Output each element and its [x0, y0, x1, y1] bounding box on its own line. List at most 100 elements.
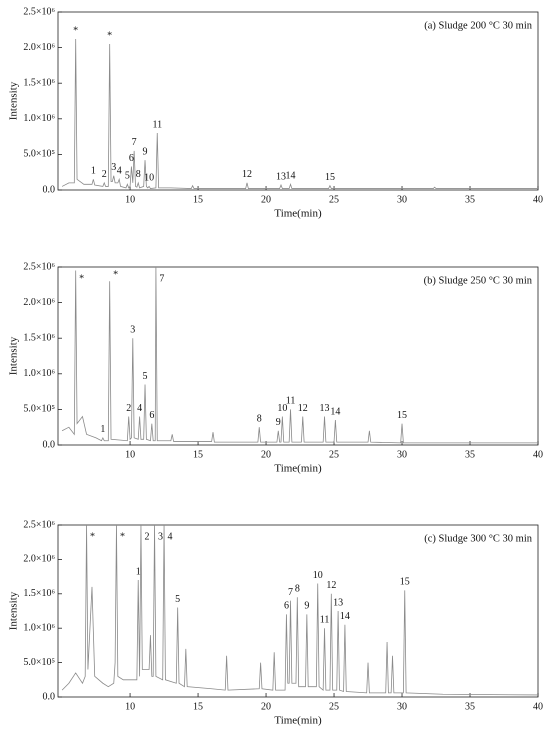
peak-label: 1 — [100, 424, 105, 435]
peak-label: 3 — [130, 324, 135, 335]
x-tick-label: 40 — [533, 701, 543, 712]
y-tick-label: 2.0×10⁶ — [23, 42, 55, 53]
panel-title: (a) Sludge 200 °C 30 min — [424, 20, 532, 31]
peak-label: 15 — [400, 577, 410, 588]
peak-label: * — [113, 269, 118, 280]
x-tick-label: 20 — [261, 701, 271, 712]
peak-label: 14 — [286, 171, 296, 182]
peak-label: 12 — [326, 580, 336, 591]
peak-label: 12 — [242, 169, 252, 180]
x-tick-label: 35 — [465, 194, 475, 205]
peak-label: 7 — [288, 587, 293, 598]
y-tick-label: 2.0×10⁶ — [23, 297, 55, 308]
peak-label: 3 — [111, 162, 116, 173]
peak-label: 4 — [117, 166, 122, 177]
peak-label: 6 — [129, 153, 134, 164]
peak-label: 2 — [102, 169, 107, 180]
panel-title: (c) Sludge 300 °C 30 min — [424, 533, 532, 544]
y-tick-label: 5.0×10⁵ — [23, 404, 55, 415]
x-tick-label: 10 — [125, 701, 135, 712]
y-tick-label: 0.0 — [43, 184, 56, 195]
plot-frame — [57, 266, 539, 446]
y-tick-label: 1.5×10⁶ — [23, 77, 55, 88]
x-tick-label: 10 — [125, 194, 135, 205]
y-tick-label: 1.0×10⁶ — [23, 113, 55, 124]
peak-label: 5 — [143, 371, 148, 382]
peak-label: 9 — [143, 146, 148, 157]
y-tick-label: 1.0×10⁶ — [23, 622, 55, 633]
peak-label: * — [79, 273, 84, 284]
x-tick-label: 40 — [533, 449, 543, 460]
peak-label: 13 — [320, 403, 330, 414]
peak-label: 5 — [175, 594, 180, 605]
x-tick-label: 15 — [193, 449, 203, 460]
peak-label: 12 — [298, 403, 308, 414]
y-axis-label: Intensity — [8, 81, 20, 120]
peak-label: 3 — [158, 531, 163, 542]
y-tick-label: 5.0×10⁵ — [23, 149, 55, 160]
plot-frame — [57, 11, 539, 191]
peak-label: 9 — [276, 417, 281, 428]
peak-label: 10 — [313, 570, 323, 581]
peak-label: 1 — [91, 166, 96, 177]
peak-label: 11 — [286, 396, 296, 407]
peak-label: * — [90, 531, 95, 542]
plot-frame — [57, 524, 539, 698]
x-tick-label: 25 — [329, 194, 339, 205]
y-tick-label: 0.0 — [43, 439, 56, 450]
x-tick-label: 40 — [533, 194, 543, 205]
peak-label: 8 — [295, 584, 300, 595]
peak-label: 2 — [144, 531, 149, 542]
peak-label: 10 — [144, 173, 154, 184]
chromatogram-trace — [61, 266, 538, 444]
x-axis-label: Time(min) — [274, 715, 322, 727]
panel-title: (b) Sludge 250 °C 30 min — [424, 275, 533, 286]
y-axis-label: Intensity — [8, 336, 20, 375]
y-tick-label: 1.5×10⁶ — [23, 332, 55, 343]
peak-label: 8 — [136, 169, 141, 180]
y-tick-label: 0.0 — [43, 691, 56, 702]
x-tick-label: 20 — [261, 194, 271, 205]
peak-label: 14 — [340, 611, 350, 622]
chromatogram-trace — [61, 524, 539, 696]
peak-label: 5 — [125, 171, 130, 182]
peak-label: * — [120, 531, 125, 542]
y-axis-label: Intensity — [8, 591, 20, 630]
peak-label: 13 — [276, 171, 286, 182]
chromatogram-trace — [61, 39, 538, 190]
x-axis-label: Time(min) — [274, 208, 322, 220]
x-axis-label: Time(min) — [274, 463, 322, 475]
peak-label: 11 — [152, 119, 162, 130]
y-tick-label: 2.5×10⁶ — [23, 261, 55, 272]
peak-label: 4 — [168, 531, 173, 542]
x-tick-label: 30 — [397, 194, 407, 205]
peak-label: 15 — [325, 172, 335, 183]
x-tick-label: 30 — [397, 701, 407, 712]
peak-label: 13 — [333, 597, 343, 608]
x-tick-label: 10 — [125, 449, 135, 460]
y-tick-label: 1.0×10⁶ — [23, 368, 55, 379]
x-tick-label: 35 — [465, 449, 475, 460]
peak-label: * — [73, 25, 78, 36]
x-tick-label: 30 — [397, 449, 407, 460]
peak-label: 14 — [330, 406, 340, 417]
peak-label: 10 — [277, 403, 287, 414]
peak-label: 2 — [126, 403, 131, 414]
peak-label: 9 — [304, 601, 309, 612]
y-tick-label: 5.0×10⁵ — [23, 657, 55, 668]
peak-label: 8 — [257, 413, 262, 424]
x-tick-label: 25 — [329, 701, 339, 712]
y-tick-label: 1.5×10⁶ — [23, 588, 55, 599]
x-tick-label: 15 — [193, 194, 203, 205]
peak-label: 15 — [397, 410, 407, 421]
y-tick-label: 2.5×10⁶ — [23, 6, 55, 17]
y-tick-label: 2.5×10⁶ — [23, 519, 55, 530]
x-tick-label: 15 — [193, 701, 203, 712]
peak-label: * — [107, 30, 112, 41]
x-tick-label: 25 — [329, 449, 339, 460]
y-tick-label: 2.0×10⁶ — [23, 554, 55, 565]
peak-label: 1 — [136, 566, 141, 577]
peak-label: 6 — [284, 601, 289, 612]
peak-label: 6 — [149, 410, 154, 421]
